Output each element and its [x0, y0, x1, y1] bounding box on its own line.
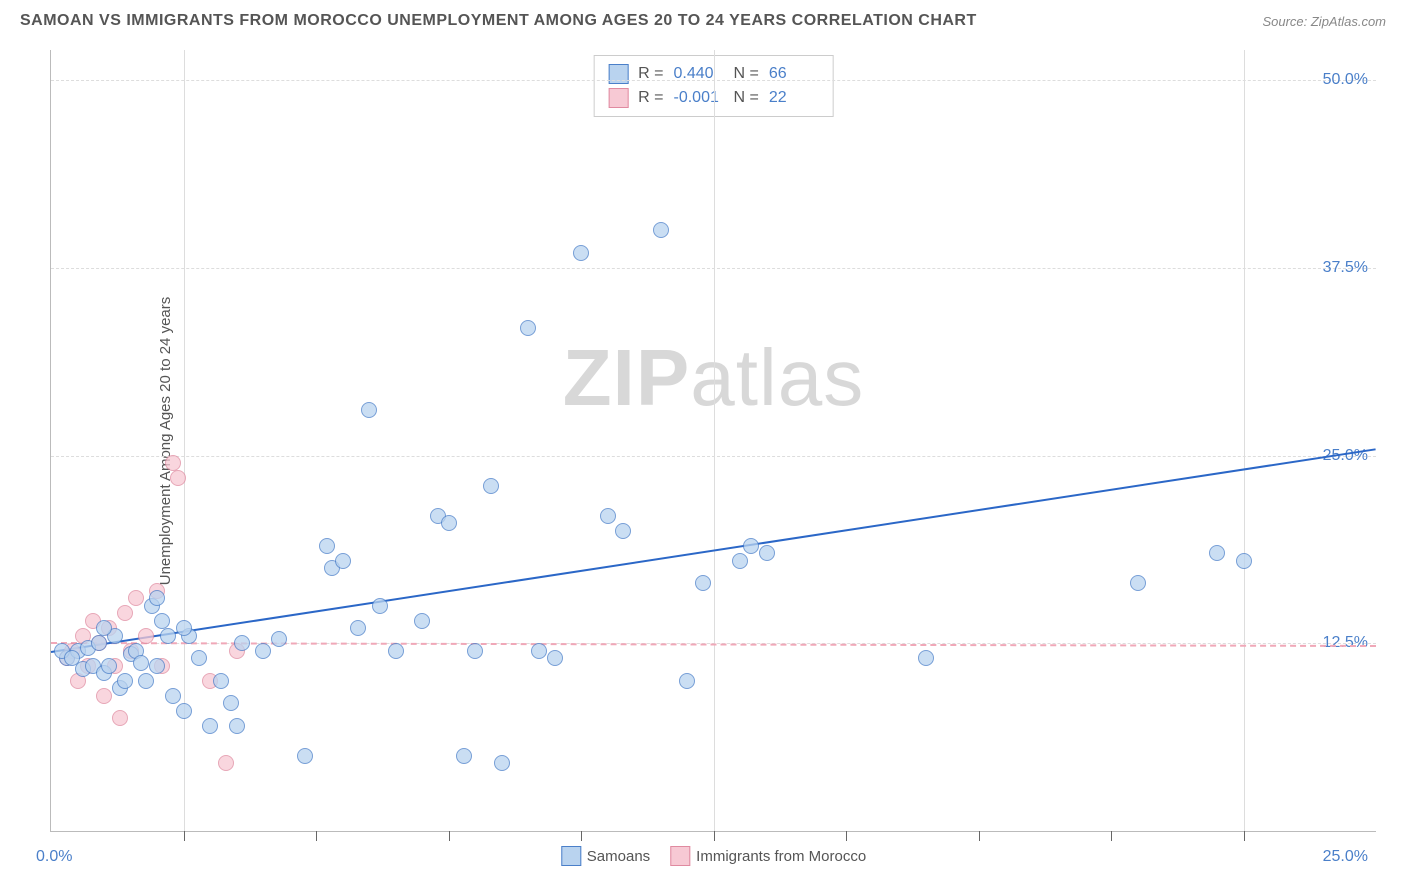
data-point-samoans	[759, 545, 775, 561]
data-point-samoans	[467, 643, 483, 659]
data-point-morocco	[112, 710, 128, 726]
legend-swatch-morocco	[670, 846, 690, 866]
x-tick	[846, 831, 847, 841]
data-point-samoans	[202, 718, 218, 734]
data-point-samoans	[165, 688, 181, 704]
x-tick	[449, 831, 450, 841]
data-point-samoans	[918, 650, 934, 666]
x-tick	[979, 831, 980, 841]
chart-title: SAMOAN VS IMMIGRANTS FROM MOROCCO UNEMPL…	[20, 12, 977, 30]
data-point-samoans	[388, 643, 404, 659]
data-point-morocco	[117, 605, 133, 621]
legend: Samoans Immigrants from Morocco	[561, 846, 866, 866]
legend-label: Immigrants from Morocco	[696, 848, 866, 865]
data-point-samoans	[223, 695, 239, 711]
data-point-samoans	[160, 628, 176, 644]
swatch-morocco	[608, 88, 628, 108]
data-point-samoans	[176, 620, 192, 636]
data-point-morocco	[218, 755, 234, 771]
y-tick-label: 12.5%	[1323, 634, 1368, 652]
data-point-samoans	[101, 658, 117, 674]
data-point-samoans	[213, 673, 229, 689]
data-point-morocco	[138, 628, 154, 644]
data-point-morocco	[96, 688, 112, 704]
data-point-samoans	[138, 673, 154, 689]
gridline-vertical	[714, 50, 715, 831]
data-point-samoans	[679, 673, 695, 689]
data-point-samoans	[154, 613, 170, 629]
data-point-samoans	[91, 635, 107, 651]
data-point-samoans	[547, 650, 563, 666]
data-point-samoans	[456, 748, 472, 764]
x-tick	[714, 831, 715, 841]
data-point-samoans	[176, 703, 192, 719]
data-point-samoans	[133, 655, 149, 671]
data-point-samoans	[1236, 553, 1252, 569]
data-point-samoans	[234, 635, 250, 651]
legend-item-morocco: Immigrants from Morocco	[670, 846, 866, 866]
legend-item-samoans: Samoans	[561, 846, 650, 866]
data-point-samoans	[494, 755, 510, 771]
data-point-samoans	[149, 658, 165, 674]
data-point-morocco	[170, 470, 186, 486]
data-point-samoans	[319, 538, 335, 554]
y-axis-title: Unemployment Among Ages 20 to 24 years	[157, 296, 174, 585]
x-axis-min-label: 0.0%	[36, 848, 72, 866]
data-point-samoans	[520, 320, 536, 336]
data-point-morocco	[128, 590, 144, 606]
data-point-samoans	[117, 673, 133, 689]
y-tick-label: 37.5%	[1323, 259, 1368, 277]
header: SAMOAN VS IMMIGRANTS FROM MOROCCO UNEMPL…	[0, 0, 1406, 38]
data-point-samoans	[361, 402, 377, 418]
data-point-samoans	[573, 245, 589, 261]
data-point-samoans	[271, 631, 287, 647]
data-point-samoans	[414, 613, 430, 629]
legend-swatch-samoans	[561, 846, 581, 866]
chart-plot-area: Unemployment Among Ages 20 to 24 years Z…	[50, 50, 1376, 832]
x-tick	[581, 831, 582, 841]
x-axis-max-label: 25.0%	[1323, 848, 1368, 866]
data-point-samoans	[531, 643, 547, 659]
data-point-samoans	[600, 508, 616, 524]
x-tick	[1111, 831, 1112, 841]
data-point-samoans	[695, 575, 711, 591]
data-point-samoans	[1209, 545, 1225, 561]
data-point-samoans	[743, 538, 759, 554]
data-point-samoans	[483, 478, 499, 494]
data-point-samoans	[229, 718, 245, 734]
data-point-samoans	[149, 590, 165, 606]
source-attribution: Source: ZipAtlas.com	[1262, 14, 1386, 29]
x-tick	[1244, 831, 1245, 841]
data-point-morocco	[165, 455, 181, 471]
data-point-samoans	[372, 598, 388, 614]
data-point-samoans	[96, 620, 112, 636]
data-point-samoans	[297, 748, 313, 764]
data-point-samoans	[335, 553, 351, 569]
x-tick	[184, 831, 185, 841]
data-point-samoans	[64, 650, 80, 666]
gridline-vertical	[1244, 50, 1245, 831]
legend-label: Samoans	[587, 848, 650, 865]
data-point-samoans	[441, 515, 457, 531]
data-point-samoans	[255, 643, 271, 659]
data-point-samoans	[653, 222, 669, 238]
y-tick-label: 50.0%	[1323, 71, 1368, 89]
data-point-samoans	[1130, 575, 1146, 591]
x-tick	[316, 831, 317, 841]
data-point-samoans	[615, 523, 631, 539]
data-point-samoans	[191, 650, 207, 666]
data-point-samoans	[350, 620, 366, 636]
data-point-samoans	[732, 553, 748, 569]
